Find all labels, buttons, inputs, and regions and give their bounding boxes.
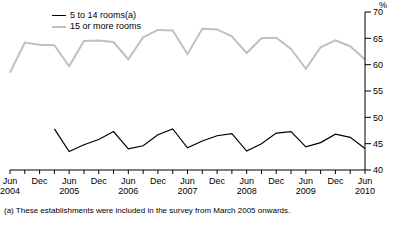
svg-text:Dec: Dec — [327, 176, 344, 186]
html-text:15 or more rooms: 15 or more rooms — [70, 21, 141, 31]
svg-text:Jun2005: Jun2005 — [59, 176, 79, 196]
svg-text:Jun2007: Jun2007 — [177, 176, 197, 196]
svg-text:70: 70 — [373, 7, 383, 18]
svg-text:Dec: Dec — [150, 176, 167, 186]
svg-text:Dec: Dec — [32, 176, 49, 186]
svg-text:60: 60 — [373, 60, 383, 70]
svg-text:Jun2008: Jun2008 — [237, 176, 257, 196]
svg-text:Jun2004: Jun2004 — [8, 176, 20, 196]
svg-text:Dec: Dec — [268, 176, 285, 186]
svg-text:Dec: Dec — [209, 176, 226, 186]
svg-text:Jun2010: Jun2010 — [355, 176, 375, 196]
svg-text:Jun2006: Jun2006 — [118, 176, 138, 196]
svg-text:50: 50 — [373, 113, 383, 123]
svg-text:40: 40 — [373, 165, 383, 175]
svg-text:Jun2009: Jun2009 — [296, 176, 316, 196]
svg-text:65: 65 — [373, 34, 383, 44]
html-text:(a) These establishments were: (a) These establishments were included i… — [4, 206, 291, 215]
html-text:5 to 14 rooms(a): 5 to 14 rooms(a) — [70, 10, 136, 20]
svg-text:45: 45 — [373, 139, 383, 149]
svg-text:55: 55 — [373, 86, 383, 96]
svg-text:Dec: Dec — [91, 176, 108, 186]
